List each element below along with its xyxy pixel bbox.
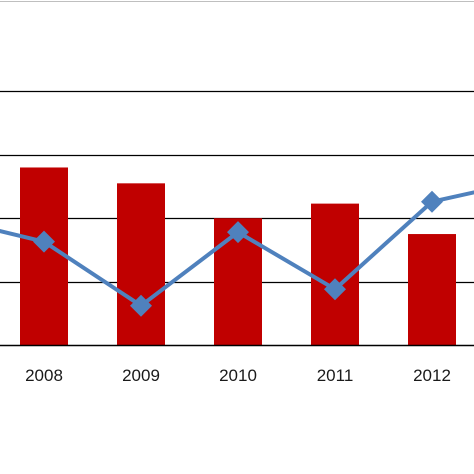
line-marker-2010 [227,221,249,244]
bar-series [20,167,456,345]
bar-2009 [117,183,165,345]
x-tick-label: 2008 [25,366,63,385]
gridlines [0,1,474,284]
x-tick-label: 2011 [317,366,354,385]
x-tick-label: 2009 [122,366,160,385]
x-tick-label: 2010 [219,366,257,385]
bar-2012 [408,234,456,345]
x-tick-labels: 2008 2009 2010 2011 2012 [25,366,451,385]
line-marker-2008 [33,230,55,253]
line-marker-2011 [324,278,346,301]
line-marker-2012 [421,190,443,213]
line-marker-2009 [130,294,152,317]
bar-2008 [20,167,68,345]
line-series [0,190,474,317]
x-tick-label: 2012 [413,366,451,385]
